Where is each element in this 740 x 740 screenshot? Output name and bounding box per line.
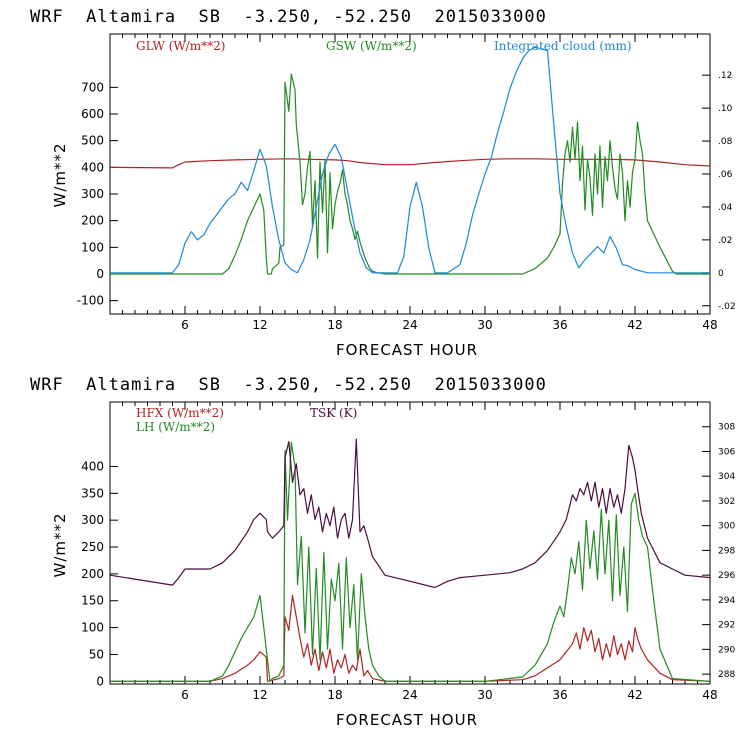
y-tick-label: 350 xyxy=(81,486,104,500)
y2-tick-label: .06 xyxy=(718,170,733,180)
series-line-gsw xyxy=(110,73,710,275)
x-tick-label: 18 xyxy=(327,688,342,702)
x-tick-label: 6 xyxy=(181,688,189,702)
chart-1-legend-glw: GLW (W/m**2) xyxy=(136,39,225,53)
chart-2-legend-lh: LH (W/m**2) xyxy=(136,420,215,434)
y-tick-label: 700 xyxy=(81,80,104,94)
chart-2-series xyxy=(109,438,711,682)
chart-1-y-label: W/m**2 xyxy=(51,142,69,207)
y2-tick-label: 298 xyxy=(718,546,735,556)
y-tick-label: -100 xyxy=(77,294,104,308)
chart-2-legend-hfx: HFX (W/m**2) xyxy=(136,406,224,420)
chart-1-ticks: 6 12 18 24 30 36 42 48 -100 0 100 200 300 400 500 600 70… xyxy=(77,34,736,332)
chart-1-series xyxy=(109,46,711,275)
x-tick-label: 30 xyxy=(477,688,492,702)
series-line-integrated xyxy=(110,46,710,274)
y-tick-label: 200 xyxy=(81,214,104,228)
series-line-lh xyxy=(110,441,711,682)
y2-tick-label: 302 xyxy=(718,497,735,507)
y2-tick-label: 288 xyxy=(718,670,735,680)
y-tick-label: 250 xyxy=(81,540,104,554)
y-tick-label: 50 xyxy=(89,647,104,661)
x-tick-label: 36 xyxy=(552,688,567,702)
y-tick-label: 200 xyxy=(81,567,104,581)
y-tick-label: 400 xyxy=(81,459,104,473)
chart-1: WRF Altamira SB -3.250, -52.250 20150330… xyxy=(30,7,736,359)
y2-tick-label: 296 xyxy=(718,571,735,581)
y-tick-label: 600 xyxy=(81,107,104,121)
x-tick-label: 12 xyxy=(252,318,267,332)
y-tick-label: 300 xyxy=(81,513,104,527)
y2-tick-label: .04 xyxy=(718,203,733,213)
x-tick-label: 18 xyxy=(327,318,342,332)
y2-tick-label: 300 xyxy=(718,522,735,532)
y2-tick-label: 294 xyxy=(718,596,735,606)
y2-tick-label: 304 xyxy=(718,472,735,482)
y2-tick-label: .10 xyxy=(718,104,733,114)
y2-tick-label: 292 xyxy=(718,621,735,631)
y-tick-label: 400 xyxy=(81,160,104,174)
x-tick-label: 36 xyxy=(552,318,567,332)
chart-2-title: WRF Altamira SB -3.250, -52.250 20150330… xyxy=(30,375,547,395)
x-tick-label: 48 xyxy=(702,318,717,332)
x-tick-label: 30 xyxy=(477,318,492,332)
y2-tick-label: 290 xyxy=(718,645,735,655)
x-tick-label: 6 xyxy=(181,318,189,332)
y2-tick-label: 306 xyxy=(718,447,735,457)
series-line-hfx xyxy=(110,594,711,682)
x-tick-label: 42 xyxy=(627,688,642,702)
chart-2-legend-tsk: TSK (K) xyxy=(310,406,357,420)
chart-2-ticks: 6 12 18 24 30 36 42 48 0 50 100 150 200 250 300 350 400 2… xyxy=(81,402,735,702)
series-line-tsk xyxy=(109,438,711,589)
y2-tick-label: .08 xyxy=(718,137,733,147)
y2-tick-label: -.02 xyxy=(718,302,736,312)
y-tick-label: 100 xyxy=(81,240,104,254)
y-tick-label: 100 xyxy=(81,621,104,635)
x-tick-label: 24 xyxy=(402,688,417,702)
x-tick-label: 12 xyxy=(252,688,267,702)
chart-1-legend-gsw: GSW (W/m**2) xyxy=(326,39,417,53)
chart-2-x-label: FORECAST HOUR xyxy=(336,711,478,729)
y2-tick-label: 308 xyxy=(718,423,735,433)
x-tick-label: 24 xyxy=(402,318,417,332)
y-tick-label: 300 xyxy=(81,187,104,201)
chart-2: WRF Altamira SB -3.250, -52.250 20150330… xyxy=(30,375,735,729)
y-tick-label: 0 xyxy=(96,267,104,281)
y2-tick-label: 0 xyxy=(718,269,724,279)
chart-1-x-label: FORECAST HOUR xyxy=(336,341,478,359)
y2-tick-label: .02 xyxy=(718,236,732,246)
chart-2-y-label: W/m**2 xyxy=(51,512,69,577)
y2-tick-label: .12 xyxy=(718,71,732,81)
chart-1-title: WRF Altamira SB -3.250, -52.250 20150330… xyxy=(30,7,547,27)
y-tick-label: 0 xyxy=(96,674,104,688)
x-tick-label: 42 xyxy=(627,318,642,332)
y-tick-label: 150 xyxy=(81,594,104,608)
chart-1-legend-cloud: Integrated cloud (mm) xyxy=(494,39,632,53)
x-tick-label: 48 xyxy=(702,688,717,702)
y-tick-label: 500 xyxy=(81,134,104,148)
